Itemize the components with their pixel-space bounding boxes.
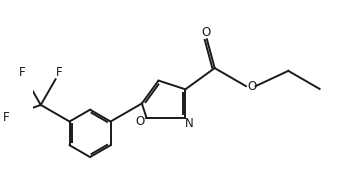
Text: O: O (135, 115, 145, 128)
Text: F: F (19, 66, 25, 80)
Text: O: O (201, 26, 210, 39)
Text: F: F (56, 66, 63, 80)
Text: N: N (185, 117, 194, 130)
Text: O: O (247, 80, 256, 93)
Text: F: F (3, 111, 9, 124)
